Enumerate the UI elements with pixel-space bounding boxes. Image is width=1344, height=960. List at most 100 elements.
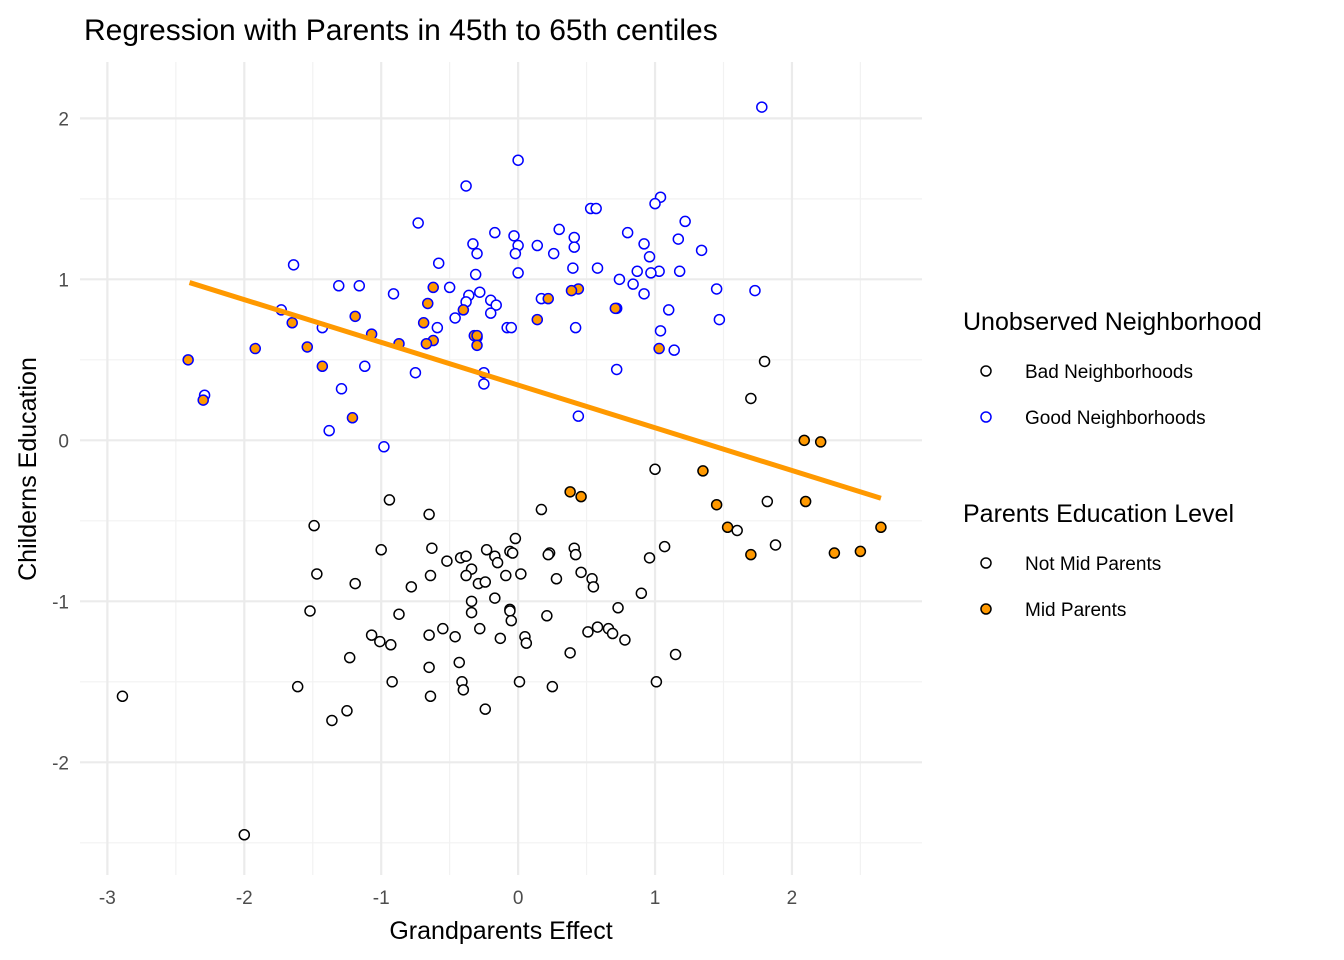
bad-neighborhood-point [405,581,418,593]
legend-title: Unobserved Neighborhood [963,308,1262,336]
good-neighborhood-point [631,265,643,278]
bad-neighborhood-point [437,622,449,635]
good-neighborhood-mid-parents-point [182,354,194,366]
x-axis-title: Grandparents Effect [389,917,612,945]
good-neighborhood-point [432,257,445,269]
good-neighborhood-point [431,321,444,334]
good-neighborhood-point [512,267,524,279]
bad-neighborhood-mid-parents-point [828,547,841,559]
good-neighborhood-point [679,215,691,228]
good-neighborhood-mid-parents-point [249,342,261,355]
bad-neighborhood-point [291,680,304,693]
bad-neighborhood-mid-parents-point [854,545,867,558]
bad-neighborhood-point [494,632,507,645]
good-neighborhood-mid-parents-point [346,412,359,424]
bad-neighborhood-point [238,829,251,841]
bad-neighborhood-point [423,661,435,674]
bad-neighborhood-point [619,634,631,646]
bad-neighborhood-point [385,639,397,651]
good-neighborhood-point [567,262,579,274]
bad-neighborhood-point [643,552,656,564]
x-tick-label: 2 [787,888,798,909]
good-neighborhood-point [412,217,424,229]
good-neighborhood-mid-parents-point [316,360,329,373]
x-tick-label: -1 [373,888,390,909]
good-neighborhood-point [359,360,371,373]
good-neighborhood-point [627,278,639,290]
regression-line [188,280,882,501]
good-neighborhood-point [484,307,497,319]
legend-label: Not Mid Parents [1025,554,1161,575]
bad-neighborhood-point [535,503,548,516]
bad-neighborhood-point [479,576,492,588]
bad-neighborhood-point [591,621,604,633]
good-neighborhood-point [387,288,400,300]
good-neighborhood-point [695,244,708,257]
good-neighborhood-point [449,312,461,324]
good-neighborhood-point [469,268,482,281]
bad-neighborhood-point [582,626,594,638]
x-tick-label: 1 [650,888,661,909]
bad-neighborhood-point [513,676,526,688]
good-neighborhood-point [638,288,650,300]
good-neighborhood-point [378,441,390,453]
bad-neighborhood-point [669,648,682,661]
good-neighborhood-point [471,247,483,260]
legend-key [980,365,992,377]
legend-group: Unobserved Neighborhood Bad Neighborhoods… [963,308,1262,429]
good-neighborhood-mid-parents-point [420,337,433,350]
bad-neighborhood-point [375,544,387,556]
bad-neighborhood-point [386,676,398,688]
good-neighborhood-mid-parents-point [349,310,361,323]
good-neighborhood-point [505,321,518,334]
good-neighborhood-point [512,154,524,166]
bad-neighborhood-point [460,550,472,562]
bad-neighborhood-point [542,548,554,561]
good-neighborhood-point [673,265,686,278]
legend-key [980,603,992,615]
bad-neighborhood-point [349,577,361,590]
good-neighborhood-point [467,238,479,250]
good-neighborhood-point [333,280,345,292]
good-neighborhood-point [590,202,602,215]
bad-neighborhood-point [474,622,486,635]
good-neighborhood-point [713,313,726,326]
good-neighborhood-mid-parents-point [653,342,665,355]
good-neighborhood-point [649,197,661,210]
bad-neighborhood-point [365,629,378,641]
good-neighborhood-point [749,284,761,297]
good-neighborhood-point [323,424,335,437]
legend-key [980,411,992,423]
good-neighborhood-point [621,226,634,239]
bad-neighborhood-point [509,532,522,545]
legend: Unobserved Neighborhood Bad Neighborhoods… [963,308,1262,621]
good-neighborhood-point [353,280,366,292]
good-neighborhood-mid-parents-point [301,341,314,353]
bad-neighborhood-point [393,608,405,620]
bad-neighborhood-point [465,606,478,619]
bad-neighborhood-point [453,656,465,669]
bad-neighborhood-point [658,540,671,553]
good-neighborhood-point [547,247,560,260]
bad-neighborhood-point [546,680,559,693]
legend-label: Bad Neighborhoods [1025,362,1193,383]
bad-neighborhood-point [541,610,553,622]
good-neighborhood-point [668,344,680,356]
good-neighborhood-point [643,251,656,263]
good-neighborhood-point [591,262,604,274]
bad-neighborhood-point [311,568,323,580]
bad-neighborhood-point [479,703,492,715]
bad-neighborhood-point [374,635,386,648]
bad-neighborhood-point [465,595,478,608]
bad-neighborhood-mid-parents-point [745,548,757,561]
chart-title: Regression with Parents in 45th to 65th … [84,14,718,47]
bad-neighborhood-point [441,555,453,567]
bad-neighborhood-point [308,519,320,532]
bad-neighborhood-point [426,542,438,554]
legend-key [980,557,992,569]
bad-neighborhood-point [506,547,519,559]
good-neighborhood-point [613,273,626,286]
good-neighborhood-mid-parents-point [471,339,483,352]
good-neighborhood-point [443,281,456,294]
bad-neighborhood-point [731,524,743,537]
